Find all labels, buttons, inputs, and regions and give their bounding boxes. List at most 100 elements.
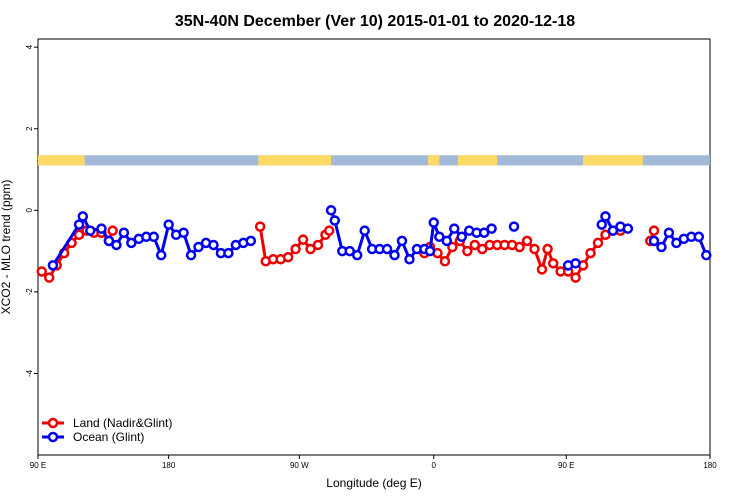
legend: Land (Nadir&Glint) Ocean (Glint) (42, 416, 172, 444)
land-point (469, 239, 481, 251)
land-point (439, 256, 451, 267)
x-axis: 90 E 180 90 W 0 90 E 180 (30, 455, 717, 470)
land-point (648, 225, 660, 236)
land-ocean-strip (38, 155, 710, 166)
ocean-point (396, 235, 408, 247)
land-point (43, 272, 55, 283)
ocean-strip (38, 155, 710, 166)
ocean-point (126, 237, 137, 249)
ocean-point (404, 253, 415, 265)
ocean-point (622, 223, 634, 234)
ocean-point (96, 223, 107, 234)
ocean-point (478, 227, 490, 238)
x-axis-label: Longitude (deg E) (326, 476, 421, 490)
ocean-point (155, 249, 167, 261)
plot-frame (37, 38, 711, 456)
ocean-point (389, 249, 400, 261)
ocean-point (111, 239, 122, 251)
ocean-point (148, 231, 159, 243)
y-axis-label: XCO2 - MLO trend (ppm) (0, 180, 13, 315)
land-point (305, 243, 316, 255)
ocean-point (508, 221, 520, 232)
land-point (600, 229, 611, 241)
ocean-point (47, 260, 59, 271)
ocean-point (701, 249, 712, 261)
land-point (547, 258, 559, 269)
ocean-point (648, 235, 660, 247)
ocean-point (329, 215, 341, 226)
ocean-point (663, 227, 675, 238)
land-strip-segment (258, 155, 332, 166)
land-strip-segment (583, 155, 643, 166)
ocean-point (103, 235, 115, 247)
land-point (73, 229, 85, 241)
y-tick-label: 2 (25, 126, 34, 131)
ocean-point (245, 235, 257, 247)
land-point (254, 221, 266, 232)
ocean-point (193, 241, 204, 253)
land-point (290, 243, 301, 255)
ocean-point (441, 235, 453, 247)
ocean-point (428, 217, 439, 228)
legend-ocean-marker (47, 431, 59, 443)
land-point (592, 237, 604, 249)
legend-land-marker (47, 417, 59, 429)
land-point (462, 245, 473, 257)
land-point (521, 235, 533, 247)
land-point (107, 225, 118, 236)
legend-ocean-label: Ocean (Glint) (73, 430, 144, 444)
ocean-point (596, 219, 607, 230)
land-point (447, 241, 458, 253)
ocean-point (449, 223, 460, 234)
ocean-point (456, 231, 467, 243)
ocean-point (351, 249, 363, 261)
land-point (477, 243, 488, 255)
land-point (312, 239, 324, 251)
x-tick-label: 180 (703, 461, 717, 470)
series-ocean (47, 205, 712, 271)
ocean-point (693, 231, 705, 243)
land-point (323, 225, 335, 236)
land-strip-segment (428, 155, 440, 166)
chart-title: 35N-40N December (Ver 10) 2015-01-01 to … (175, 13, 575, 30)
land-point (282, 251, 294, 263)
land-point (536, 264, 548, 275)
ocean-point (223, 247, 234, 259)
ocean-point (344, 245, 355, 257)
ocean-point (325, 205, 337, 216)
x-tick-label: 90 E (558, 461, 574, 470)
ocean-point (77, 211, 89, 222)
ocean-point (73, 219, 85, 230)
y-tick-label: -4 (25, 369, 34, 377)
ocean-point (486, 223, 497, 234)
land-point (529, 243, 540, 255)
ocean-point (359, 225, 370, 236)
land-point (542, 243, 553, 255)
ocean-point (434, 231, 445, 243)
y-axis: 4 2 0 -2 -4 (25, 44, 38, 377)
land-strip-segment (458, 155, 498, 166)
legend-land-label: Land (Nadir&Glint) (73, 416, 172, 430)
series-layer (36, 205, 712, 283)
ocean-point (85, 225, 96, 236)
ocean-point (671, 237, 682, 249)
x-tick-label: 180 (162, 461, 176, 470)
series-land (36, 221, 660, 283)
x-tick-label: 90 E (30, 461, 46, 470)
y-tick-label: -2 (25, 288, 34, 296)
y-tick-label: 0 (25, 208, 34, 213)
ocean-point (656, 241, 667, 253)
land-point (36, 266, 47, 277)
land-point (585, 247, 596, 259)
land-point (297, 234, 309, 245)
ocean-point (424, 245, 436, 257)
ocean-point (163, 219, 174, 230)
land-strip-segment (38, 155, 85, 166)
x-tick-label: 90 W (290, 461, 309, 470)
y-tick-label: 4 (25, 44, 34, 49)
ocean-point (600, 211, 611, 222)
land-point (570, 272, 581, 283)
ocean-point (185, 249, 197, 261)
ocean-point (570, 258, 581, 269)
